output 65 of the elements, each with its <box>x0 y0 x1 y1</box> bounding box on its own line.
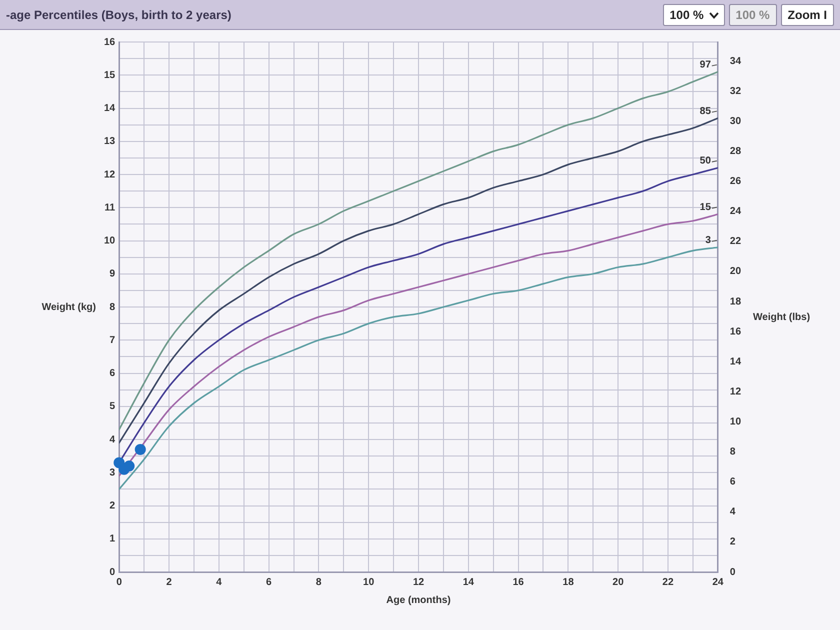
y2-tick-label: 22 <box>730 236 742 248</box>
y2-tick-label: 34 <box>730 56 742 67</box>
y2-tick-label: 30 <box>730 116 742 127</box>
x-tick-label: 4 <box>216 576 222 588</box>
line-series <box>119 213 718 477</box>
y-tick-label: 15 <box>104 70 116 81</box>
y2-tick-label: 4 <box>730 506 736 518</box>
x-tick-label: 2 <box>166 576 172 588</box>
x-tick-label: 24 <box>712 576 724 588</box>
y-tick-label: 0 <box>110 566 116 578</box>
y2-tick-label: 2 <box>730 536 736 548</box>
y-tick-label: 14 <box>104 103 116 114</box>
y-tick-label: 7 <box>110 334 116 346</box>
y2-tick-label: 20 <box>730 266 742 278</box>
series-label: 97 <box>700 60 712 71</box>
zoom-level-dropdown: 100 % <box>662 4 725 26</box>
y-tick-label: 1 <box>110 534 116 545</box>
y-tick-label: 10 <box>104 236 116 246</box>
y-tick-label: 4 <box>110 434 116 446</box>
y2-tick-label: 14 <box>730 356 742 368</box>
chart-title: -age Percentiles (Boys, birth to 2 years) <box>6 8 232 22</box>
y2-tick-label: 26 <box>730 176 742 188</box>
y-tick-label: 13 <box>104 136 116 148</box>
y2-tick-label: 8 <box>730 446 736 458</box>
x-tick-label: 18 <box>562 576 574 588</box>
y-tick-label: 16 <box>104 36 116 48</box>
y2-tick-label: 28 <box>730 146 742 157</box>
zoom-button: Zoom I <box>780 4 834 26</box>
series-label: 85 <box>700 106 712 117</box>
x-tick-label: 10 <box>363 576 375 588</box>
point <box>134 444 146 455</box>
y2-tick-label: 24 <box>730 206 742 218</box>
x-tick-label: 12 <box>412 576 424 588</box>
y2-axis-title: Weight (lbs) <box>753 312 810 323</box>
x-tick-label: 16 <box>512 576 524 588</box>
zoom-level-button: 100 % <box>728 4 777 26</box>
y2-tick-label: 16 <box>730 326 742 338</box>
y-tick-label: 3 <box>110 467 116 478</box>
line-series <box>119 71 718 430</box>
y-tick-label: 6 <box>110 368 116 379</box>
y2-tick-label: 18 <box>730 296 742 308</box>
series-label: 15 <box>700 202 712 213</box>
y-tick-label: 12 <box>104 169 116 180</box>
series-label: 3 <box>705 235 712 246</box>
y-tick-label: 2 <box>110 500 116 512</box>
y-tick-label: 9 <box>110 268 116 280</box>
line-series <box>119 117 718 444</box>
y-tick-label: 5 <box>110 401 116 412</box>
series-label: 50 <box>700 156 712 167</box>
point <box>124 460 135 472</box>
x-axis-title: Age (months) <box>386 594 451 606</box>
y-tick-label: 8 <box>110 302 116 313</box>
y2-tick-label: 6 <box>730 476 736 488</box>
line-series <box>119 246 718 490</box>
y2-tick-label: 12 <box>730 386 742 398</box>
x-tick-label: 22 <box>662 576 674 588</box>
x-tick-label: 6 <box>266 576 272 588</box>
x-tick-label: 20 <box>612 576 624 588</box>
y2-tick-label: 32 <box>730 86 742 97</box>
y2-tick-label: 10 <box>730 416 742 428</box>
y-tick-label: 11 <box>104 202 116 214</box>
y2-tick-label: 0 <box>730 566 736 578</box>
x-tick-label: 8 <box>316 576 322 588</box>
x-tick-label: 14 <box>462 576 474 588</box>
y-axis-title: Weight (kg) <box>42 302 96 313</box>
